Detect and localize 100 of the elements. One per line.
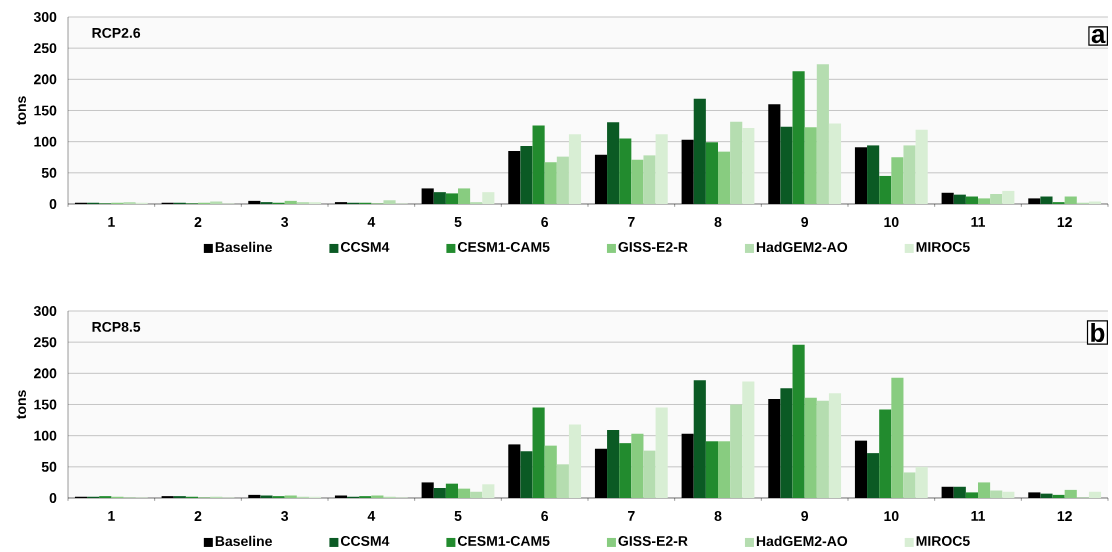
bar <box>990 490 1003 498</box>
bar <box>792 71 805 204</box>
bar <box>990 194 1003 204</box>
y-tick-label: 150 <box>34 105 57 116</box>
bar <box>482 484 495 498</box>
bar <box>1052 494 1065 498</box>
x-tick-label: 2 <box>194 511 202 521</box>
bar <box>433 488 446 498</box>
bar <box>742 381 755 498</box>
bar <box>879 409 892 498</box>
bar <box>804 127 817 204</box>
x-tick-label: 4 <box>367 217 376 227</box>
legend-label: CCSM4 <box>340 241 390 252</box>
bar <box>284 200 297 204</box>
y-tick-label: 300 <box>33 12 57 22</box>
bar <box>1040 493 1053 498</box>
legend-label: CCSM4 <box>340 535 390 546</box>
x-tick-label: 11 <box>971 511 985 521</box>
bar <box>445 483 458 498</box>
bar <box>544 162 557 204</box>
legend-label: HadGEM2-AO <box>756 241 848 253</box>
y-tick-label: 100 <box>34 430 57 441</box>
bar <box>532 407 545 498</box>
y-tick-label: 0 <box>49 199 57 209</box>
legend-label: MIROC5 <box>916 241 970 252</box>
x-tick-label: 1 <box>108 511 115 521</box>
bar <box>544 445 557 498</box>
bar <box>556 464 569 498</box>
legend-label: Baseline <box>215 535 272 547</box>
bar <box>1064 196 1077 204</box>
y-axis-title: tons <box>16 390 26 420</box>
x-tick-label: 8 <box>714 511 722 522</box>
x-tick-label: 6 <box>541 217 549 228</box>
x-tick-label: 10 <box>884 511 899 522</box>
x-tick-label: 7 <box>628 511 635 521</box>
x-tick-label: 2 <box>194 217 202 227</box>
bar <box>879 175 892 204</box>
y-tick-label: 300 <box>33 306 57 316</box>
legend-label: Baseline <box>215 241 272 253</box>
bar <box>631 433 644 498</box>
bar <box>643 155 656 204</box>
bar <box>520 146 533 204</box>
bar <box>520 451 533 498</box>
bar <box>867 453 880 498</box>
bar <box>607 122 620 204</box>
x-tick-label: 5 <box>454 217 462 227</box>
bar <box>965 492 978 498</box>
x-tick-label: 3 <box>281 217 289 228</box>
bar <box>619 443 632 498</box>
bar <box>953 194 966 204</box>
legend-label: MIROC5 <box>916 535 970 546</box>
x-tick-label: 7 <box>628 217 635 227</box>
bar <box>643 450 656 498</box>
bar <box>891 157 904 204</box>
bar <box>556 156 569 204</box>
bar <box>705 142 718 204</box>
y-tick-label: 50 <box>41 461 57 472</box>
bar <box>816 64 829 204</box>
bar <box>977 482 991 498</box>
bar <box>1088 491 1102 498</box>
legend-label: GISS-E2-R <box>618 535 688 546</box>
bar <box>458 488 471 498</box>
bar <box>915 466 928 498</box>
bar <box>780 126 793 204</box>
bar <box>780 388 793 498</box>
y-tick-label: 200 <box>34 74 57 85</box>
bar <box>705 441 718 498</box>
annotation: a <box>1091 28 1106 44</box>
bar <box>568 134 582 204</box>
x-tick-label: 12 <box>1057 217 1072 227</box>
bar <box>730 404 743 498</box>
x-tick-label: 9 <box>801 217 809 228</box>
bar <box>693 98 706 204</box>
bar <box>867 145 880 204</box>
legend-label: GISS-E2-R <box>618 241 688 252</box>
bar <box>607 430 620 498</box>
bar <box>804 397 817 498</box>
bar <box>718 441 731 498</box>
bar <box>828 123 842 204</box>
annotation: b <box>1091 322 1105 343</box>
y-tick-label: 100 <box>34 136 57 147</box>
bar <box>828 393 842 498</box>
x-tick-label: 10 <box>884 217 899 228</box>
bar <box>903 472 916 498</box>
bar <box>433 192 446 204</box>
bar <box>1002 491 1015 498</box>
y-tick-label: 250 <box>34 43 57 54</box>
y-axis-title: tons <box>16 96 26 126</box>
legend-label: CESM1-CAM5 <box>457 535 550 546</box>
bar <box>792 344 805 498</box>
bar <box>482 192 495 204</box>
x-tick-label: 3 <box>281 511 289 522</box>
bar <box>470 491 483 498</box>
bar <box>742 127 755 204</box>
y-tick-label: 250 <box>34 337 57 348</box>
x-tick-label: 12 <box>1057 511 1072 521</box>
x-tick-label: 1 <box>108 217 115 227</box>
y-tick-label: 150 <box>34 399 57 410</box>
annotation: RCP2.6 <box>92 27 141 38</box>
bar <box>532 125 545 204</box>
